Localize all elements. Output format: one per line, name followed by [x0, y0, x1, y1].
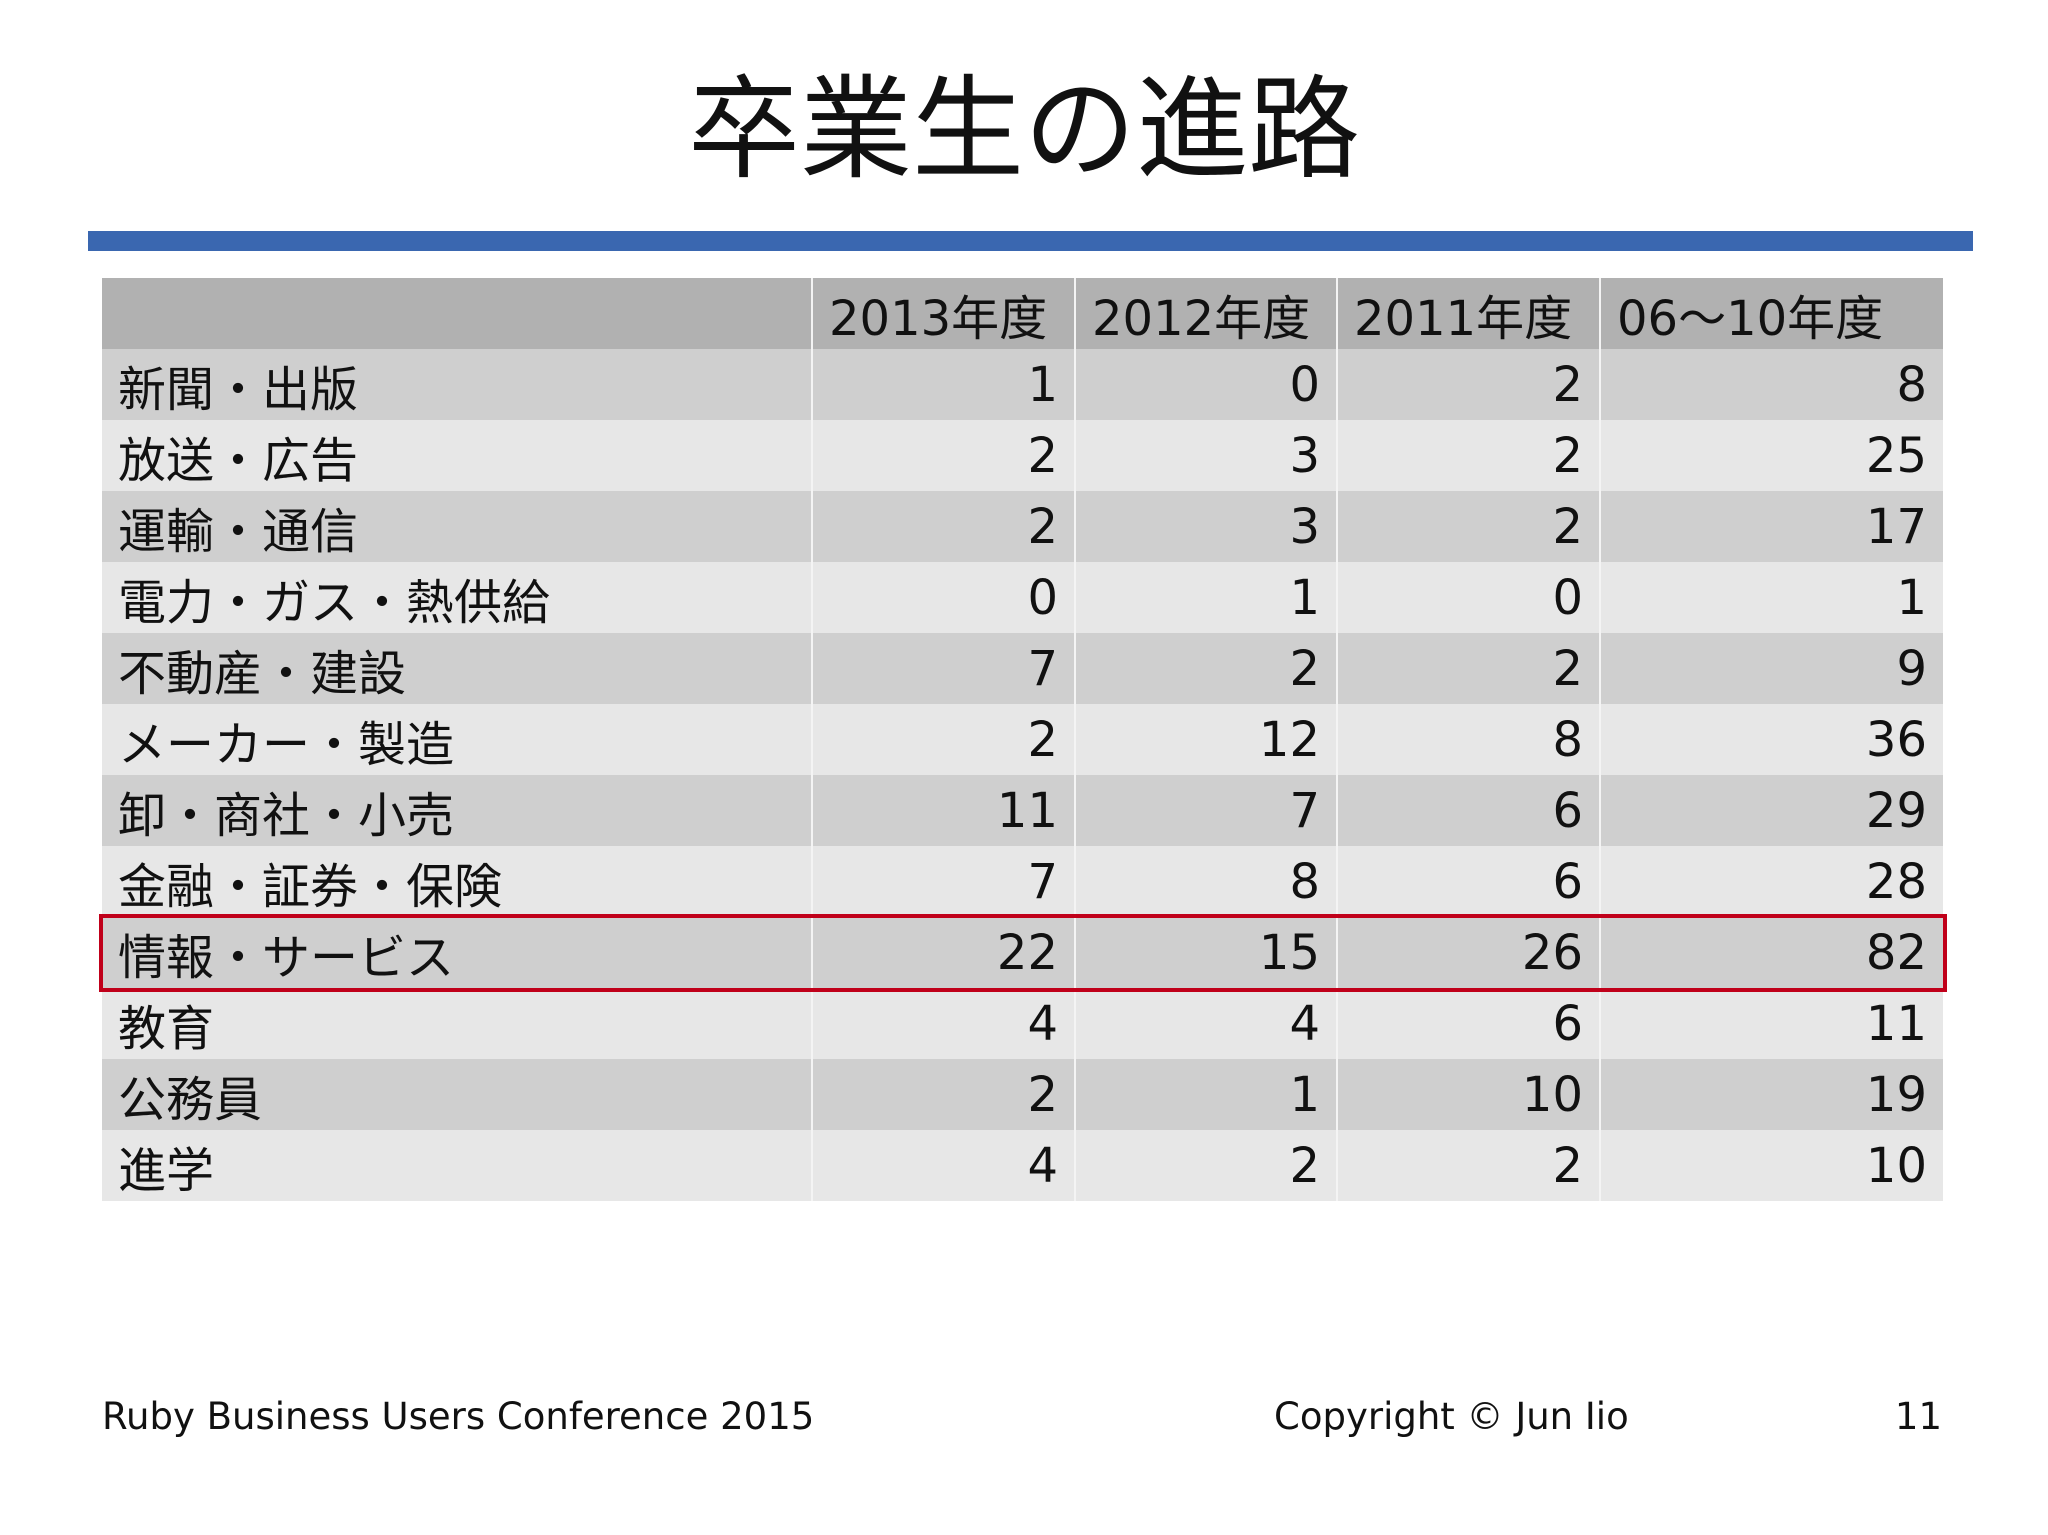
cell-value: 2 — [812, 491, 1076, 562]
title-rule — [88, 231, 1973, 251]
cell-value: 10 — [1337, 1059, 1601, 1130]
cell-value: 17 — [1600, 491, 1943, 562]
table-row: 不動産・建設 7 2 2 9 — [102, 633, 1943, 704]
row-label: 公務員 — [102, 1059, 813, 1130]
row-label: 金融・証券・保険 — [102, 846, 813, 917]
row-label: 新聞・出版 — [102, 349, 813, 420]
cell-value: 7 — [812, 846, 1076, 917]
cell-value: 82 — [1600, 917, 1943, 988]
cell-value: 2 — [1075, 633, 1338, 704]
cell-value: 2 — [1337, 491, 1601, 562]
table-row: 公務員 2 1 10 19 — [102, 1059, 1943, 1130]
row-label: 情報・サービス — [102, 917, 813, 988]
cell-value: 25 — [1600, 420, 1943, 491]
cell-value: 2 — [812, 420, 1076, 491]
table-row: 卸・商社・小売 11 7 6 29 — [102, 775, 1943, 846]
cell-value: 1 — [1075, 1059, 1338, 1130]
footer-copyright: Copyright © Jun Iio — [1274, 1395, 1629, 1438]
header-cell: 2012年度 — [1075, 278, 1338, 349]
cell-value: 15 — [1075, 917, 1338, 988]
cell-value: 6 — [1337, 988, 1601, 1059]
header-row: 2013年度 2012年度 2011年度 06〜10年度 — [102, 278, 1943, 349]
cell-value: 11 — [1600, 988, 1943, 1059]
cell-value: 1 — [1075, 562, 1338, 633]
cell-value: 2 — [1337, 633, 1601, 704]
cell-value: 36 — [1600, 704, 1943, 775]
cell-value: 6 — [1337, 846, 1601, 917]
cell-value: 11 — [812, 775, 1076, 846]
cell-value: 19 — [1600, 1059, 1943, 1130]
cell-value: 1 — [812, 349, 1076, 420]
header-cell: 2011年度 — [1337, 278, 1601, 349]
header-cell — [102, 278, 813, 349]
cell-value: 3 — [1075, 491, 1338, 562]
career-table: 2013年度 2012年度 2011年度 06〜10年度 新聞・出版 1 0 2 8 放送・広告 2… — [102, 278, 1943, 1201]
cell-value: 4 — [812, 1130, 1076, 1201]
cell-value: 2 — [812, 704, 1076, 775]
cell-value: 8 — [1600, 349, 1943, 420]
cell-value: 7 — [1075, 775, 1338, 846]
cell-value: 2 — [1337, 420, 1601, 491]
cell-value: 0 — [812, 562, 1076, 633]
cell-value: 12 — [1075, 704, 1338, 775]
cell-value: 7 — [812, 633, 1076, 704]
table-row: 新聞・出版 1 0 2 8 — [102, 349, 1943, 420]
table-row: 教育 4 4 6 11 — [102, 988, 1943, 1059]
cell-value: 8 — [1075, 846, 1338, 917]
row-highlight — [99, 914, 1947, 992]
cell-value: 2 — [1337, 1130, 1601, 1201]
header-cell: 2013年度 — [812, 278, 1076, 349]
table-row: 運輸・通信 2 3 2 17 — [102, 491, 1943, 562]
table-row: メーカー・製造 2 12 8 36 — [102, 704, 1943, 775]
slide-title: 卒業生の進路 — [688, 65, 1360, 195]
cell-value: 28 — [1600, 846, 1943, 917]
cell-value: 29 — [1600, 775, 1943, 846]
row-label: 電力・ガス・熱供給 — [102, 562, 813, 633]
cell-value: 2 — [1075, 1130, 1338, 1201]
table-row: 電力・ガス・熱供給 0 1 0 1 — [102, 562, 1943, 633]
row-label: メーカー・製造 — [102, 704, 813, 775]
row-label: 運輸・通信 — [102, 491, 813, 562]
page-number: 11 — [1894, 1395, 1942, 1438]
cell-value: 1 — [1600, 562, 1943, 633]
cell-value: 3 — [1075, 420, 1338, 491]
row-label: 卸・商社・小売 — [102, 775, 813, 846]
cell-value: 6 — [1337, 775, 1601, 846]
cell-value: 8 — [1337, 704, 1601, 775]
header-cell: 06〜10年度 — [1600, 278, 1943, 349]
cell-value: 0 — [1337, 562, 1601, 633]
cell-value: 26 — [1337, 917, 1601, 988]
cell-value: 4 — [1075, 988, 1338, 1059]
cell-value: 9 — [1600, 633, 1943, 704]
table-row: 金融・証券・保険 7 8 6 28 — [102, 846, 1943, 917]
row-label: 教育 — [102, 988, 813, 1059]
cell-value: 0 — [1075, 349, 1338, 420]
row-label: 不動産・建設 — [102, 633, 813, 704]
row-label: 進学 — [102, 1130, 813, 1201]
cell-value: 2 — [1337, 349, 1601, 420]
cell-value: 10 — [1600, 1130, 1943, 1201]
table-row: 放送・広告 2 3 2 25 — [102, 420, 1943, 491]
cell-value: 2 — [812, 1059, 1076, 1130]
table-row: 進学 4 2 2 10 — [102, 1130, 1943, 1201]
cell-value: 4 — [812, 988, 1076, 1059]
table-row: 情報・サービス 22 15 26 82 — [102, 917, 1943, 988]
row-label: 放送・広告 — [102, 420, 813, 491]
footer-event: Ruby Business Users Conference 2015 — [102, 1395, 815, 1438]
cell-value: 22 — [812, 917, 1076, 988]
